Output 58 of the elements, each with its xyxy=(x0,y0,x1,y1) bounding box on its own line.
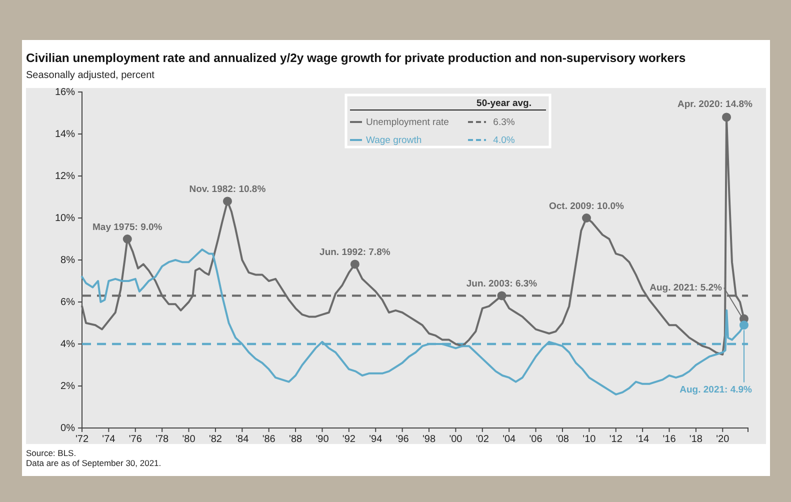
legend-label: Wage growth xyxy=(366,135,422,146)
chart-subtitle: Seasonally adjusted, percent xyxy=(26,70,155,81)
x-tick-label: '72 xyxy=(75,434,89,446)
y-tick-label: 2% xyxy=(60,381,76,392)
x-tick-label: '82 xyxy=(208,434,222,446)
x-tick-label: '80 xyxy=(182,434,196,446)
point xyxy=(122,234,132,244)
x-tick-label: '16 xyxy=(662,434,676,446)
y-tick-label: 14% xyxy=(54,129,76,140)
x-tick-label: '10 xyxy=(582,434,596,446)
x-tick-label: '92 xyxy=(342,434,356,446)
y-tick-label: 12% xyxy=(54,171,76,182)
x-tick-label: '12 xyxy=(609,434,623,446)
y-tick-label: 10% xyxy=(54,213,76,224)
x-tick-label: '84 xyxy=(236,434,250,446)
annotation: Aug. 2021: 4.9% xyxy=(680,384,753,396)
annotation: Apr. 2020: 14.8% xyxy=(678,99,754,110)
chart-title: Civilian unemployment rate and annualized y/2y wage growth for private production and non-supervisory workers xyxy=(26,51,686,65)
x-tick-label: '96 xyxy=(396,434,410,446)
x-tick-label: '78 xyxy=(156,434,170,446)
x-tick-label: '98 xyxy=(422,434,436,446)
x-tick-label: '74 xyxy=(102,434,116,446)
x-tick-label: '18 xyxy=(689,434,703,446)
x-tick-label: '08 xyxy=(556,434,570,446)
text: Data are as of September 30, 2021. xyxy=(26,458,162,468)
annotation: May 1975: 9.0% xyxy=(92,222,163,233)
legend-label: Unemployment rate xyxy=(366,117,449,128)
point xyxy=(222,196,232,206)
annotation: Nov. 1982: 10.8% xyxy=(189,184,266,196)
point xyxy=(722,112,732,122)
x-tick-label: '88 xyxy=(289,434,302,446)
annotation: Jun. 1992: 7.8% xyxy=(320,247,391,258)
x-tick-label: '02 xyxy=(476,434,490,446)
y-tick-label: 4% xyxy=(60,339,76,350)
y-tick-label: 0% xyxy=(60,423,76,434)
x-tick-label: '00 xyxy=(449,434,463,446)
y-tick-label: 6% xyxy=(60,297,76,308)
legend-label: 6.3% xyxy=(493,117,516,128)
x-tick-label: '06 xyxy=(529,434,543,446)
point xyxy=(350,260,360,269)
x-tick-label: '20 xyxy=(716,434,730,446)
point xyxy=(739,320,748,330)
y-tick-label: 16% xyxy=(54,87,76,98)
x-tick-label: '90 xyxy=(316,434,330,446)
annotation: Aug. 2021: 5.2% xyxy=(650,282,723,294)
y-tick-label: 8% xyxy=(60,255,76,266)
annotation: Jun. 2003: 6.3% xyxy=(466,278,538,290)
x-tick-label: '94 xyxy=(369,434,383,446)
x-tick-label: '86 xyxy=(262,434,276,446)
point xyxy=(497,291,506,300)
point xyxy=(582,214,592,222)
x-tick-label: '04 xyxy=(502,434,516,446)
legend-label: 4.0% xyxy=(493,135,516,146)
x-tick-label: '14 xyxy=(636,434,650,446)
annotation: Oct. 2009: 10.0% xyxy=(549,201,625,212)
x-tick-label: '76 xyxy=(128,434,142,446)
legend-title: 50-year avg. xyxy=(476,98,532,109)
source-note: Source: BLS. xyxy=(26,448,76,458)
